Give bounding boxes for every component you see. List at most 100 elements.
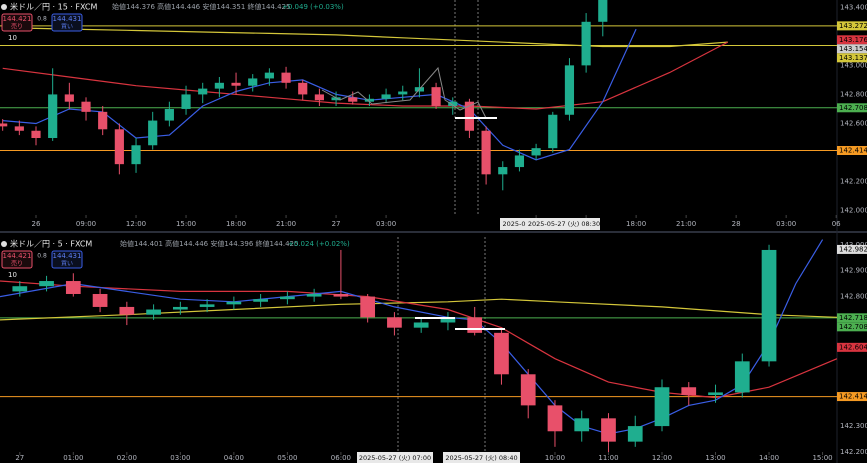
y-tick-label: 143.000 — [840, 241, 867, 249]
x-tick-label: 15:00 — [812, 454, 832, 462]
candle-body — [413, 322, 429, 328]
candle-body — [226, 301, 242, 305]
candle-body — [708, 392, 723, 396]
x-tick-label: 11:00 — [598, 454, 618, 462]
symbol: 米ドル／円 · 5 · FXCM — [10, 239, 92, 249]
x-tick-label: 18:00 — [626, 220, 646, 228]
candle-body — [464, 101, 475, 131]
sell-label: 売り — [11, 23, 23, 31]
candle-body — [547, 405, 563, 432]
tooltip: 2025-05-27 (火) 08:40 — [445, 454, 517, 462]
y-tick-label: 143.400 — [840, 3, 867, 11]
x-tick-label: 05:00 — [277, 454, 297, 462]
candle-body — [331, 97, 341, 101]
sell-label: 売り — [11, 260, 23, 268]
price-label-box — [837, 146, 867, 155]
sell-button[interactable] — [1, 250, 33, 269]
candle-body — [333, 293, 349, 297]
x-tick-label: 10:00 — [545, 454, 565, 462]
x-tick-label: 27 — [15, 454, 24, 462]
sell-button[interactable] — [1, 13, 33, 32]
x-tick-label: 18:00 — [226, 220, 246, 228]
price-label-box — [837, 392, 867, 402]
price-label: 142.718 — [839, 314, 867, 322]
candle-body — [627, 426, 643, 442]
price-label: 142.982 — [839, 245, 867, 253]
ohlc-text: 始値144.376 高値144.446 安値144.351 終値144.425 — [112, 2, 290, 11]
candle-body — [531, 148, 541, 156]
candle-body — [12, 286, 28, 292]
symbol: 米ドル／円 · 15 · FXCM — [10, 2, 98, 12]
y-tick-label: 142.000 — [840, 207, 867, 215]
x-tick-label: 28 — [732, 220, 741, 228]
candle-body — [467, 317, 483, 333]
candle-body — [31, 130, 41, 139]
indicator-toggle[interactable]: 10 — [8, 34, 17, 42]
tooltip-box — [357, 452, 433, 463]
candle-body — [231, 82, 241, 86]
y-tick-label: 142.200 — [840, 448, 867, 456]
candle-body — [281, 72, 291, 83]
price-label: 142.414 — [839, 147, 867, 155]
candle-body — [98, 111, 108, 130]
candle-body — [381, 94, 391, 99]
candle-body — [298, 82, 308, 95]
indicator-toggle[interactable]: 10 — [8, 271, 17, 279]
candle-body — [601, 418, 616, 442]
buy-price: 144.431 — [53, 15, 82, 23]
change-text: +0.024 (+0.02%) — [288, 240, 350, 248]
candle-body — [681, 387, 697, 396]
candle-body — [314, 94, 324, 101]
x-tick-label: 13:00 — [705, 454, 725, 462]
price-label-box — [837, 35, 867, 45]
y-tick-label: 142.900 — [840, 267, 867, 275]
price-label: 143.272 — [839, 22, 867, 30]
candle-body — [440, 317, 456, 323]
x-tick-label: 06:00 — [331, 454, 351, 462]
candle-body — [761, 249, 777, 362]
candle-body — [514, 155, 525, 168]
candle-body — [734, 361, 750, 393]
plot-area — [0, 239, 837, 452]
candle-body — [448, 101, 458, 107]
y-tick-label: 142.600 — [840, 119, 867, 127]
candle-body — [306, 293, 322, 297]
candle-body — [65, 281, 81, 294]
x-tick-label: 21:00 — [676, 220, 696, 228]
x-tick-label: 09:00 — [76, 220, 96, 228]
price-label: 142.708 — [839, 323, 867, 331]
candle-body — [181, 94, 191, 109]
y-tick-label: 142.800 — [840, 293, 867, 301]
tooltip-box — [500, 218, 528, 230]
x-tick-label: 03:00 — [170, 454, 190, 462]
price-label: 142.708 — [839, 104, 867, 112]
price-label: 143.137 — [839, 54, 867, 62]
candle-body — [39, 281, 54, 287]
price-label: 143.176 — [839, 36, 867, 44]
candle-body — [581, 21, 591, 66]
x-tick-label: 06 — [832, 220, 841, 228]
symbol-icon — [1, 4, 7, 10]
overlay — [321, 66, 505, 330]
candle-body — [64, 94, 74, 102]
candle-body — [654, 387, 670, 427]
x-tick-label: 26 — [32, 220, 41, 228]
candle-body — [564, 65, 575, 115]
symbol-icon — [1, 241, 7, 247]
buy-button[interactable] — [51, 250, 83, 269]
y-tick-label: 142.800 — [840, 90, 867, 98]
moving-average — [0, 280, 837, 399]
tooltip-box — [443, 452, 520, 463]
candle-body — [398, 91, 408, 95]
buy-label: 買い — [61, 24, 73, 31]
buy-button[interactable] — [51, 13, 83, 32]
buy-label: 買い — [61, 261, 73, 268]
candle-body — [114, 129, 124, 165]
price-label-box — [837, 313, 867, 323]
candle-body — [264, 72, 274, 79]
candle-body — [431, 87, 441, 107]
candle-body — [48, 94, 58, 139]
price-label: 142.604 — [839, 343, 867, 351]
x-tick-label: 12:00 — [126, 220, 146, 228]
